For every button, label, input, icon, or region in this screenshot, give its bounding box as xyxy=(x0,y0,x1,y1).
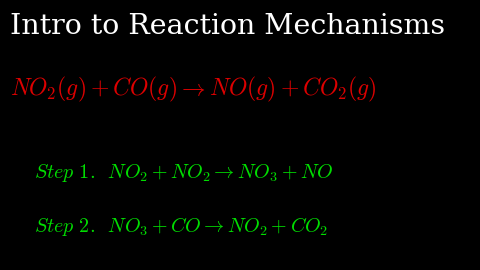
Text: $Step\ 1.\;\; NO_2 + NO_2 \rightarrow NO_3 + NO$: $Step\ 1.\;\; NO_2 + NO_2 \rightarrow NO… xyxy=(34,162,333,184)
Text: $NO_2(g) + CO(g) \rightarrow NO(g) + CO_2(g)$: $NO_2(g) + CO(g) \rightarrow NO(g) + CO_… xyxy=(10,75,376,104)
Text: Intro to Reaction Mechanisms: Intro to Reaction Mechanisms xyxy=(10,14,445,40)
Text: $Step\ 2.\;\; NO_3 + CO \rightarrow NO_2 + CO_2$: $Step\ 2.\;\; NO_3 + CO \rightarrow NO_2… xyxy=(34,215,328,238)
